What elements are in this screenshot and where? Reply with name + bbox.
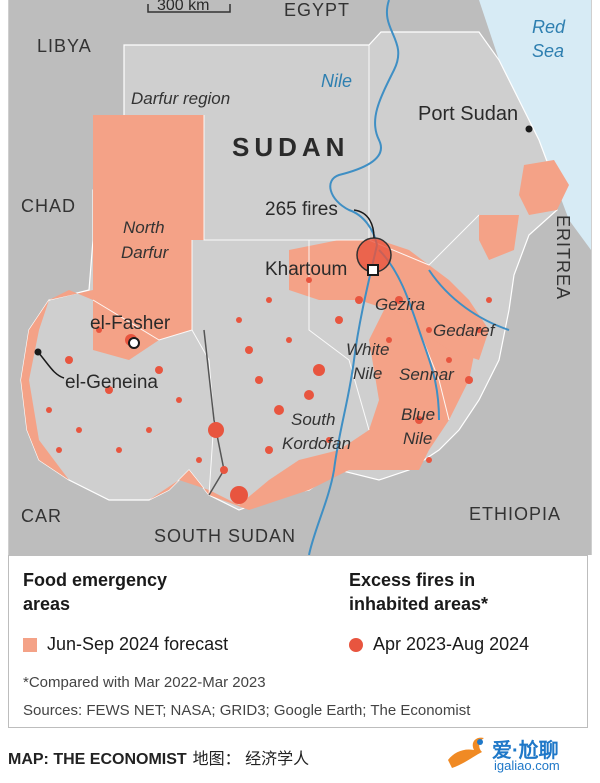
- caption-chinese: 地图： 经济学人: [192, 751, 310, 768]
- label-el-geneina: el-Geneina: [65, 372, 158, 393]
- label-gedaref: Gedaref: [433, 321, 497, 340]
- label-libya: LIBYA: [37, 36, 92, 56]
- label-sennar: Sennar: [399, 365, 455, 384]
- fire-dots: [46, 237, 492, 504]
- khartoum-marker: [367, 264, 379, 276]
- label-north-darfur-1: North: [123, 218, 165, 237]
- label-blue-nile-2: Nile: [403, 429, 432, 448]
- legend-fires-title-line2: inhabited areas*: [349, 594, 489, 614]
- label-port-sudan: Port Sudan: [418, 103, 518, 125]
- legend: Food emergency areas Jun-Sep 2024 foreca…: [8, 555, 588, 728]
- caption-label: MAP: THE ECONOMIST: [8, 751, 187, 768]
- label-sudan: SUDAN: [232, 132, 349, 162]
- watermark-url: igaliao.com: [494, 758, 560, 773]
- label-chad: CHAD: [21, 196, 76, 216]
- label-egypt: EGYPT: [284, 0, 350, 20]
- watermark-text: 爱·尬聊: [492, 740, 559, 762]
- watermark-logo-icon: [448, 737, 484, 768]
- caption: MAP: THE ECONOMIST 地图： 经济学人: [8, 745, 309, 769]
- label-khartoum: Khartoum: [265, 259, 347, 280]
- legend-fires-title-line1: Excess fires in: [349, 570, 476, 590]
- geneina-leader-line: [37, 351, 65, 379]
- rivers: [308, 0, 510, 555]
- scale-bar: [147, 4, 231, 13]
- food-emergency-swatch: [23, 637, 37, 652]
- label-south-kordofan-1: South: [291, 410, 335, 429]
- map: 300 km LIBYA EGYPT CHAD CAR SOUTH SUDAN …: [8, 0, 592, 555]
- label-red-sea-2: Sea: [532, 41, 564, 61]
- legend-food-title-line2: areas: [23, 594, 71, 614]
- fires-leader-line: [353, 209, 375, 239]
- legend-food-title-line1: Food emergency: [23, 570, 168, 590]
- label-gezira: Gezira: [375, 295, 425, 314]
- label-nile: Nile: [321, 71, 352, 91]
- legend-food-item-label: Jun-Sep 2024 forecast: [47, 634, 229, 654]
- label-ethiopia: ETHIOPIA: [469, 504, 561, 524]
- state-borders: [92, 45, 480, 496]
- label-south-kordofan-2: Kordofan: [282, 434, 351, 453]
- legend-fires-title: Excess fires in inhabited areas*: [349, 568, 488, 616]
- legend-fires-item: Apr 2023-Aug 2024: [349, 634, 529, 655]
- legend-sources: Sources: FEWS NET; NASA; GRID3; Google E…: [23, 702, 471, 719]
- label-265-fires: 265 fires: [265, 199, 338, 220]
- food-emergency-areas: [21, 115, 569, 510]
- label-el-fasher: el-Fasher: [90, 313, 171, 334]
- label-south-sudan: SOUTH SUDAN: [154, 526, 296, 546]
- scale-label: 300 km: [157, 0, 209, 14]
- label-eritrea: ERITREA: [553, 215, 573, 300]
- watermark: 爱·尬聊 igaliao.com: [444, 730, 594, 778]
- legend-food-title: Food emergency areas: [23, 568, 167, 616]
- label-blue-nile-1: Blue: [401, 405, 435, 424]
- legend-fires-item-label: Apr 2023-Aug 2024: [373, 634, 530, 654]
- label-darfur-region: Darfur region: [131, 89, 230, 108]
- legend-food-item: Jun-Sep 2024 forecast: [23, 634, 228, 655]
- label-north-darfur-2: Darfur: [121, 243, 170, 262]
- label-white-nile-1: White: [346, 340, 389, 359]
- port-sudan-marker: [525, 125, 533, 133]
- border-south-sudan: [203, 329, 225, 496]
- label-red-sea-1: Red: [532, 17, 566, 37]
- label-car: CAR: [21, 506, 62, 526]
- legend-footnote: *Compared with Mar 2022-Mar 2023: [23, 674, 266, 691]
- map-svg: 300 km LIBYA EGYPT CHAD CAR SOUTH SUDAN …: [9, 0, 591, 555]
- fire-dot-swatch: [349, 637, 363, 652]
- el-fasher-marker: [128, 337, 140, 349]
- label-white-nile-2: Nile: [353, 364, 382, 383]
